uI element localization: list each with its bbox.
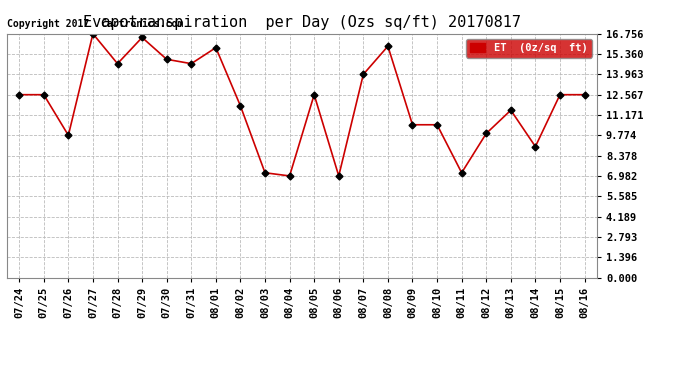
Title: Evapotranspiration  per Day (Ozs sq/ft) 20170817: Evapotranspiration per Day (Ozs sq/ft) 2… [83,15,521,30]
Legend: ET  (0z/sq  ft): ET (0z/sq ft) [466,39,591,57]
Text: Copyright 2017  Cartronics.com: Copyright 2017 Cartronics.com [7,19,183,29]
